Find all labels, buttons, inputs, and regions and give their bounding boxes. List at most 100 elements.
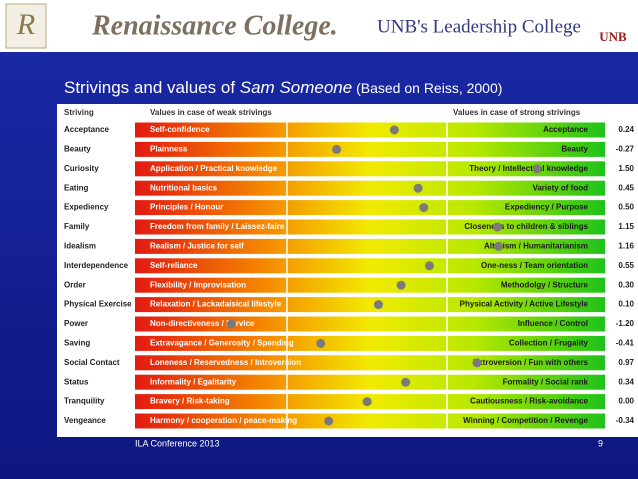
footer-event: ILA Conference 2013	[135, 438, 220, 448]
dot	[494, 241, 504, 251]
dot	[324, 416, 334, 426]
value-label: 0.50	[618, 203, 634, 212]
value-label: -0.34	[616, 416, 635, 425]
dot	[389, 125, 399, 135]
weak-label: Self-reliance	[150, 261, 198, 270]
strong-label: Influence / Control	[518, 319, 588, 328]
strong-label: Physical Activity / Active Lifestyle	[460, 300, 589, 309]
strong-label: Winning / Competition / Revenge	[463, 416, 588, 425]
striving-label: Saving	[64, 339, 90, 348]
value-label: 1.15	[618, 222, 634, 231]
footer-page: 9	[598, 438, 603, 448]
value-label: -0.27	[616, 145, 635, 154]
bar-track	[135, 219, 605, 235]
value-label: 0.10	[618, 300, 634, 309]
value-label: 0.30	[618, 280, 634, 289]
bar-track	[135, 413, 605, 429]
dot	[401, 377, 411, 387]
striving-label: Physical Exercise	[64, 300, 132, 309]
bar-track	[135, 277, 605, 293]
value-label: 0.55	[618, 261, 634, 270]
title-part: Strivings and values of	[64, 78, 240, 97]
bar-track	[135, 238, 605, 254]
dot	[492, 222, 502, 232]
value-label: 0.00	[618, 397, 634, 406]
dot	[316, 338, 326, 348]
striving-label: Curiosity	[64, 164, 99, 173]
strong-label: Altruism / Humanitarianism	[484, 242, 588, 251]
weak-label: Informality / Egalitarity	[150, 377, 237, 386]
strong-label: One-ness / Team orientation	[481, 261, 588, 270]
striving-label: Expediency	[64, 203, 109, 212]
dot	[226, 319, 236, 329]
logo-letter: R	[16, 8, 35, 41]
strong-label: Variety of food	[532, 183, 588, 192]
striving-label: Vengeance	[64, 416, 106, 425]
bar-track	[135, 316, 605, 332]
value-label: 0.97	[618, 358, 634, 367]
dot	[532, 164, 542, 174]
weak-label: Freedom from family / Laissez-faire	[150, 222, 285, 231]
bar-track	[135, 355, 605, 371]
strong-label: Collection / Frugality	[509, 339, 589, 348]
weak-label: Principles / Honour	[150, 203, 223, 212]
value-label: 0.45	[618, 183, 634, 192]
weak-label: Relaxation / Lackadaisical lifestyle	[150, 300, 282, 309]
tagline: UNB's Leadership College	[377, 16, 581, 37]
weak-label: Realism / Justice for self	[150, 242, 244, 251]
striving-label: Order	[64, 280, 86, 289]
dot	[472, 358, 482, 368]
header-band	[0, 0, 638, 52]
striving-label: Interdependence	[64, 261, 129, 270]
strong-label: Cautiousness / Risk-avoidance	[470, 397, 588, 406]
weak-label: Plainness	[150, 145, 188, 154]
dot	[362, 397, 372, 407]
striving-label: Social Contact	[64, 358, 120, 367]
striving-label: Status	[64, 377, 89, 386]
title-part: (Based on Reiss, 2000)	[352, 80, 502, 96]
dot	[373, 300, 383, 310]
title-name: Sam Someone	[240, 78, 352, 97]
strong-label: Theory / Intellectual knowledge	[469, 164, 588, 173]
column-header: Striving	[64, 108, 94, 117]
weak-label: Harmony / cooperation / peace-making	[150, 416, 297, 425]
bar-track	[135, 335, 605, 351]
weak-label: Loneness / Reservedness / Introversion	[150, 358, 301, 367]
logo-box	[5, 3, 47, 49]
chart-title: Strivings and values of Sam Someone (Bas…	[64, 78, 502, 97]
dot	[332, 144, 342, 154]
value-label: 0.34	[618, 377, 634, 386]
weak-label: Extravagance / Generosity / Spending	[150, 339, 294, 348]
weak-label: Self-confidence	[150, 125, 210, 134]
bar-track	[135, 122, 605, 138]
weak-label: Nutritional basics	[150, 183, 218, 192]
strong-label: Acceptance	[543, 125, 588, 134]
value-label: 1.16	[618, 242, 634, 251]
weak-label: Bravery / Risk-taking	[150, 397, 230, 406]
dot	[419, 203, 429, 213]
strong-label: Beauty	[561, 145, 588, 154]
bar-track	[135, 161, 605, 177]
striving-label: Family	[64, 222, 90, 231]
strong-label: Extroversion / Fun with others	[473, 358, 589, 367]
column-header: Values in case of weak strivings	[150, 108, 272, 117]
strong-label: Methodolgy / Structure	[501, 280, 589, 289]
dot	[413, 183, 423, 193]
striving-label: Acceptance	[64, 125, 109, 134]
bar-track	[135, 180, 605, 196]
bar-track	[135, 258, 605, 274]
weak-label: Flexibility / Improvisation	[150, 280, 246, 289]
dot	[396, 280, 406, 290]
bar-track	[135, 200, 605, 216]
striving-label: Tranquility	[64, 397, 105, 406]
value-label: 0.24	[618, 125, 634, 134]
striving-label: Beauty	[64, 145, 91, 154]
strong-label: Formality / Social rank	[503, 377, 589, 386]
weak-label: Non-directiveness / Service	[150, 319, 255, 328]
value-label: -1.20	[616, 319, 635, 328]
column-header: Values in case of strong strivings	[453, 108, 581, 117]
bar-track	[135, 297, 605, 313]
dot	[424, 261, 434, 271]
bar-track	[135, 141, 605, 157]
